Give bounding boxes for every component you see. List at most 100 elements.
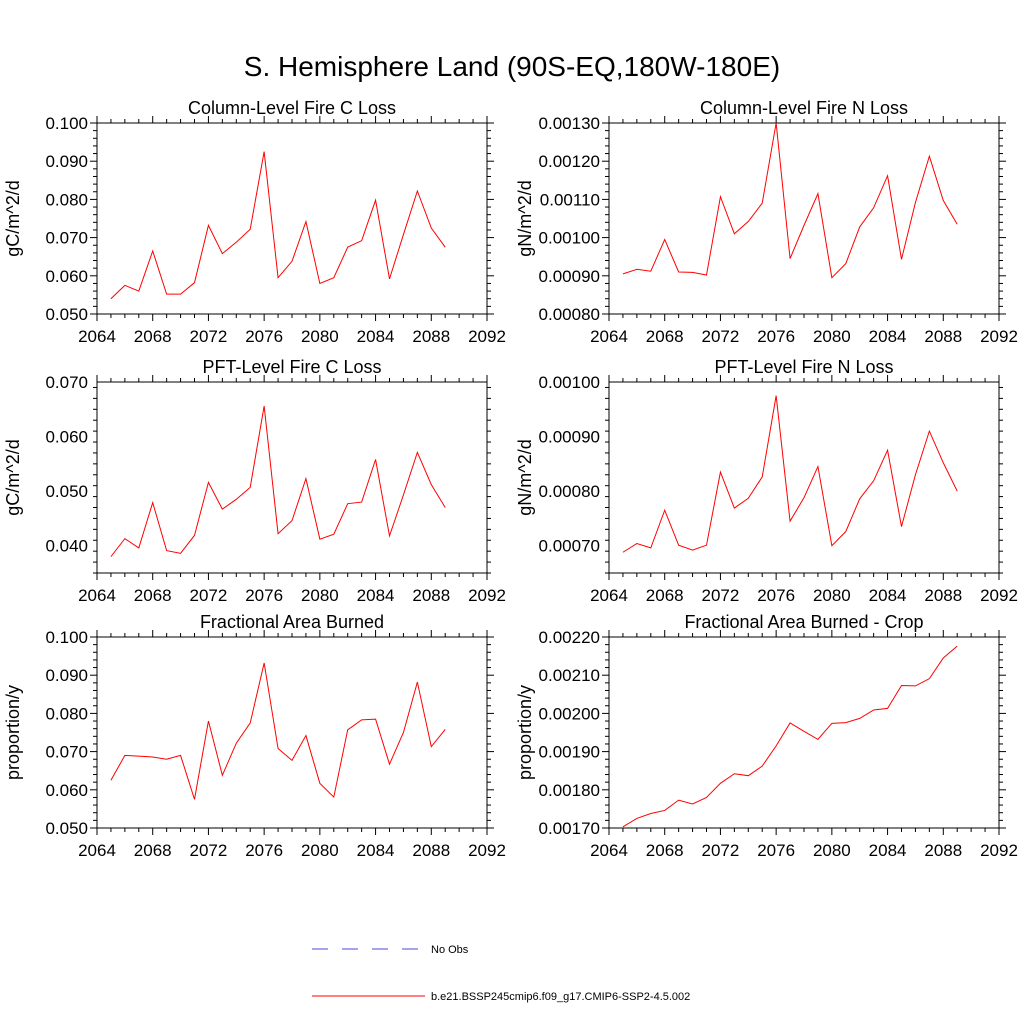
x-tick-label: 2072 (190, 841, 228, 860)
y-tick-label: 0.00100 (539, 229, 600, 248)
y-tick-label: 0.00080 (539, 482, 600, 501)
y-tick-label: 0.090 (45, 152, 88, 171)
x-tick-label: 2076 (757, 327, 795, 346)
x-tick-label: 2092 (468, 841, 506, 860)
y-tick-label: 0.00210 (539, 666, 600, 685)
y-tick-label: 0.00190 (539, 743, 600, 762)
plot-frame (608, 122, 1000, 315)
x-tick-label: 2088 (924, 586, 962, 605)
legend-item: b.e21.BSSP245cmip6.f09_g17.CMIP6-SSP2-4.… (312, 991, 690, 1003)
x-tick-label: 2080 (301, 327, 339, 346)
y-tick-label: 0.00070 (539, 537, 600, 556)
y-tick-label: 0.00200 (539, 704, 600, 723)
x-tick-label: 2068 (646, 327, 684, 346)
panel-title: Fractional Area Burned (200, 612, 384, 632)
x-tick-label: 2064 (78, 586, 116, 605)
y-axis-label: gC/m^2/d (3, 439, 23, 515)
series-line (622, 122, 958, 279)
y-tick-label: 0.050 (45, 482, 88, 501)
y-tick-label: 0.00090 (539, 428, 600, 447)
panel-title: Column-Level Fire C Loss (188, 98, 396, 118)
x-tick-label: 2092 (468, 327, 506, 346)
panel-title: PFT-Level Fire C Loss (202, 357, 381, 377)
x-tick-label: 2064 (78, 841, 116, 860)
chart-panel: Column-Level Fire C Loss 2064 2068 2072 2076… (3, 98, 506, 346)
y-tick-label: 0.00080 (539, 305, 600, 324)
x-tick-label: 2088 (412, 586, 450, 605)
series-line (622, 645, 958, 828)
legend: No Obs b.e21.BSSP245cmip6.f09_g17.CMIP6-S… (312, 944, 690, 1003)
legend-label: No Obs (431, 944, 469, 956)
chart-panel: Column-Level Fire N Loss 2064 2068 2072 2076… (515, 98, 1018, 346)
series-line (110, 405, 446, 557)
y-axis-label: proportion/y (515, 685, 535, 780)
y-axis-label: gN/m^2/d (515, 180, 535, 256)
x-tick-label: 2092 (980, 327, 1018, 346)
figure-title: S. Hemisphere Land (90S-EQ,180W-180E) (244, 51, 780, 82)
y-tick-label: 0.00120 (539, 152, 600, 171)
x-tick-label: 2088 (924, 327, 962, 346)
chart-panel: PFT-Level Fire C Loss 2064 2068 2072 2076 208… (3, 357, 506, 605)
plot-frame (96, 122, 488, 315)
panel-title: PFT-Level Fire N Loss (714, 357, 893, 377)
y-tick-label: 0.100 (45, 628, 88, 647)
y-tick-label: 0.00100 (539, 373, 600, 392)
x-tick-label: 2084 (357, 586, 395, 605)
x-tick-label: 2072 (702, 841, 740, 860)
x-tick-label: 2072 (702, 327, 740, 346)
legend-label: b.e21.BSSP245cmip6.f09_g17.CMIP6-SSP2-4.… (431, 991, 690, 1003)
chart-panel: PFT-Level Fire N Loss 2064 2068 2072 2076 208… (515, 357, 1018, 605)
y-tick-label: 0.00220 (539, 628, 600, 647)
x-tick-label: 2068 (134, 586, 172, 605)
x-tick-label: 2068 (134, 327, 172, 346)
x-tick-label: 2068 (134, 841, 172, 860)
x-tick-label: 2076 (245, 586, 283, 605)
y-tick-label: 0.050 (45, 819, 88, 838)
y-tick-label: 0.040 (45, 537, 88, 556)
panels: Column-Level Fire C Loss 2064 2068 2072 2076… (3, 98, 1018, 860)
x-tick-label: 2084 (357, 841, 395, 860)
x-tick-label: 2080 (301, 586, 339, 605)
y-axis-label: gN/m^2/d (515, 439, 535, 515)
plot-frame (608, 381, 1000, 574)
chart-panel: Fractional Area Burned 2064 2068 2072 2076 20… (3, 612, 506, 860)
y-tick-label: 0.00180 (539, 781, 600, 800)
x-tick-label: 2084 (869, 586, 907, 605)
x-tick-label: 2076 (245, 327, 283, 346)
x-tick-label: 2080 (813, 586, 851, 605)
x-tick-label: 2084 (357, 327, 395, 346)
x-tick-label: 2076 (245, 841, 283, 860)
y-tick-label: 0.070 (45, 373, 88, 392)
x-tick-label: 2088 (924, 841, 962, 860)
plot-frame (608, 636, 1000, 829)
legend-item: No Obs (312, 944, 469, 956)
x-tick-label: 2064 (78, 327, 116, 346)
x-tick-label: 2092 (980, 841, 1018, 860)
y-tick-label: 0.00090 (539, 267, 600, 286)
y-tick-label: 0.00110 (540, 190, 600, 209)
y-tick-label: 0.070 (45, 743, 88, 762)
x-tick-label: 2088 (412, 841, 450, 860)
x-tick-label: 2068 (646, 586, 684, 605)
y-tick-label: 0.060 (45, 267, 88, 286)
panel-title: Fractional Area Burned - Crop (684, 612, 923, 632)
y-axis-label: proportion/y (3, 685, 23, 780)
x-tick-label: 2092 (980, 586, 1018, 605)
chart-panel: Fractional Area Burned - Crop 2064 2068 207… (515, 612, 1018, 860)
x-tick-label: 2064 (590, 586, 628, 605)
y-tick-label: 0.100 (45, 114, 88, 133)
x-tick-label: 2072 (190, 327, 228, 346)
x-tick-label: 2080 (813, 327, 851, 346)
y-tick-label: 0.00130 (539, 114, 600, 133)
x-tick-label: 2084 (869, 841, 907, 860)
y-tick-label: 0.060 (45, 781, 88, 800)
series-line (622, 395, 958, 553)
x-tick-label: 2084 (869, 327, 907, 346)
series-line (110, 662, 446, 800)
y-tick-label: 0.080 (45, 190, 88, 209)
y-axis-label: gC/m^2/d (3, 180, 23, 256)
x-tick-label: 2092 (468, 586, 506, 605)
x-tick-label: 2072 (702, 586, 740, 605)
y-tick-label: 0.090 (45, 666, 88, 685)
